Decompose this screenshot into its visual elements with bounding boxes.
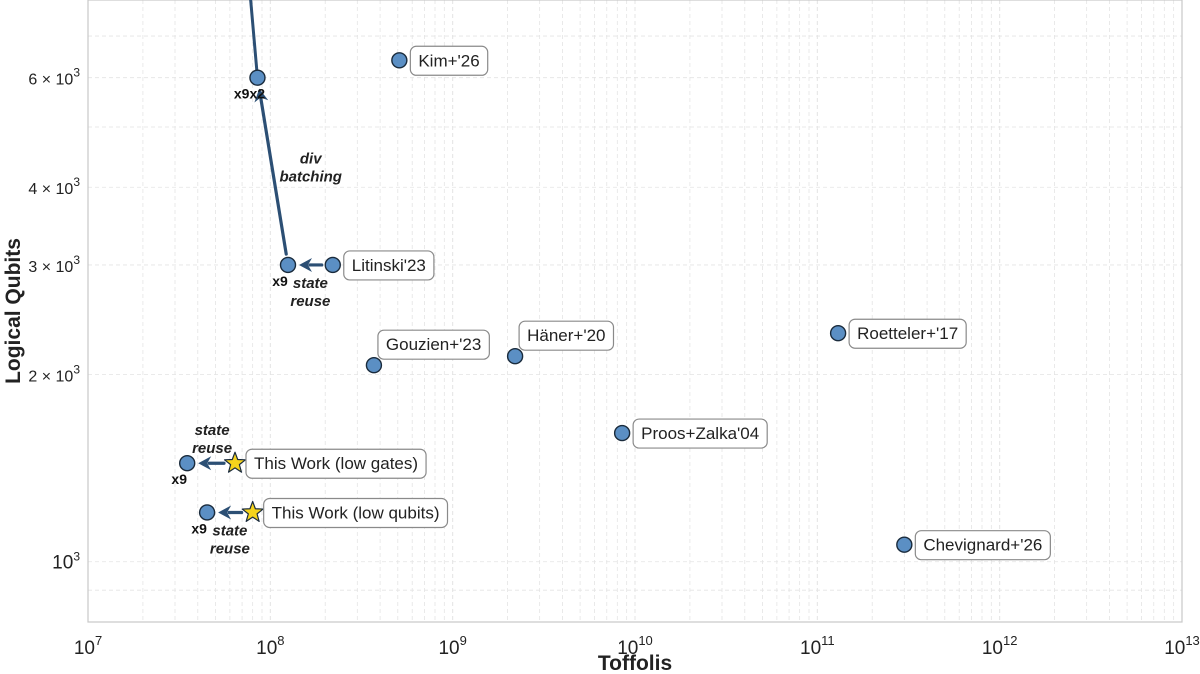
label-proos-zalka-04: Proos+Zalka'04 bbox=[632, 418, 768, 449]
label-text: Chevignard+'26 bbox=[923, 536, 1042, 555]
label-box bbox=[848, 318, 967, 349]
x-tick-label: 107 bbox=[74, 633, 102, 659]
point-litinski-x9 bbox=[279, 256, 297, 274]
annotation-litinski-state-reuse: reuse bbox=[290, 293, 330, 310]
arrow-low-qubits-state-reuse bbox=[218, 505, 244, 520]
label-box bbox=[632, 418, 768, 449]
star-this-work-low-qubits bbox=[241, 500, 264, 522]
annotation-low-gates-state-reuse: reuse bbox=[192, 440, 232, 457]
label-roetteler-17: Roetteler+'17 bbox=[848, 318, 967, 349]
label-this-work-low-gates: This Work (low gates) bbox=[245, 448, 427, 479]
points bbox=[179, 52, 913, 553]
label-box bbox=[409, 45, 489, 76]
arrow-head bbox=[299, 257, 313, 272]
label-this-work-low-qubits: This Work (low qubits) bbox=[263, 497, 449, 529]
y-tick-label: 6 × 103 bbox=[28, 66, 80, 89]
label-text: Litinski'23 bbox=[352, 256, 426, 275]
label-text: Proos+Zalka'04 bbox=[641, 424, 759, 443]
y-axis-title: Logical Qubits bbox=[2, 238, 25, 384]
point-litinski-23 bbox=[324, 256, 341, 274]
y-tick-label: 3 × 103 bbox=[28, 253, 80, 276]
label-litinski-23: Litinski'23 bbox=[343, 250, 435, 281]
arrow-litinski-state-reuse bbox=[299, 257, 324, 272]
multiplier-litinski-x9: x9 bbox=[272, 273, 288, 289]
point-kim-26 bbox=[391, 52, 408, 69]
y-tick-label: 4 × 103 bbox=[28, 175, 80, 198]
point-proos-zalka-04 bbox=[613, 424, 631, 442]
point-h-ner-20 bbox=[506, 348, 524, 365]
annotations: statereusedivbatchingstatereusestatereus… bbox=[192, 150, 342, 557]
x-tick-label: 1011 bbox=[800, 633, 835, 659]
x-axis-title: Toffolis bbox=[598, 652, 672, 674]
off-chart-line bbox=[249, 0, 259, 80]
x-tick-label: 1013 bbox=[1164, 633, 1200, 659]
point-low-qubits-x9 bbox=[198, 504, 216, 521]
annotation-low-gates-state-reuse: state bbox=[195, 422, 230, 439]
annotation-div-batching: batching bbox=[279, 168, 342, 185]
arrows bbox=[198, 0, 324, 520]
label-h-ner-20: Häner+'20 bbox=[518, 320, 615, 351]
label-text: Häner+'20 bbox=[527, 326, 605, 345]
point-roetteler-17 bbox=[829, 325, 847, 342]
x-tick-label: 1012 bbox=[982, 633, 1018, 659]
multiplier-low-gates-x9: x9 bbox=[171, 471, 187, 487]
arrow-head bbox=[218, 505, 232, 520]
label-box bbox=[377, 329, 490, 360]
annotation-litinski-state-reuse: state bbox=[293, 275, 328, 292]
arrow-low-gates-state-reuse bbox=[198, 456, 226, 471]
label-box bbox=[263, 497, 449, 529]
label-box bbox=[518, 320, 615, 351]
label-box bbox=[343, 250, 435, 281]
label-text: Roetteler+'17 bbox=[857, 324, 958, 343]
axis-ticks: 107 108 109 1010 1011 1012 1013 103 2 × 103 3 × 1… bbox=[28, 66, 1199, 659]
multiplier-litinski-x9x2: x9x2 bbox=[234, 86, 265, 102]
annotation-div-batching: div bbox=[300, 150, 323, 167]
x-tick-label: 109 bbox=[438, 633, 466, 659]
arrow-div-batching bbox=[254, 88, 288, 256]
point-chevignard-26 bbox=[896, 536, 913, 553]
multiplier-low-qubits-x9: x9 bbox=[191, 520, 207, 536]
label-box bbox=[245, 448, 427, 479]
label-text: This Work (low qubits) bbox=[272, 503, 440, 522]
x-tick-label: 1010 bbox=[617, 633, 653, 659]
arrow-head bbox=[254, 88, 269, 103]
y-tick-label: 2 × 103 bbox=[28, 362, 80, 385]
plot-frame bbox=[87, 0, 1183, 623]
star-this-work-low-gates bbox=[223, 451, 247, 473]
label-text: Kim+'26 bbox=[418, 51, 479, 70]
point-litinski-x9x2 bbox=[249, 69, 266, 86]
point-labels: Kim+'26 Litinski'23 Gouzien+'23 Häner+'20 Ro… bbox=[171, 45, 1051, 561]
label-chevignard-26: Chevignard+'26 bbox=[914, 530, 1051, 561]
label-gouzien-23: Gouzien+'23 bbox=[377, 329, 490, 360]
x-tick-label: 108 bbox=[256, 633, 284, 659]
label-text: Gouzien+'23 bbox=[386, 335, 481, 354]
annotation-low-qubits-state-reuse: reuse bbox=[210, 540, 250, 557]
label-kim-26: Kim+'26 bbox=[409, 45, 489, 76]
arrow-shaft bbox=[259, 97, 288, 256]
label-text: This Work (low gates) bbox=[254, 454, 418, 473]
point-gouzien-23 bbox=[365, 356, 383, 374]
annotation-low-qubits-state-reuse: state bbox=[212, 522, 247, 539]
y-tick-label: 103 bbox=[52, 550, 80, 574]
arrow-head bbox=[198, 456, 212, 471]
point-low-gates-x9 bbox=[179, 455, 196, 472]
label-box bbox=[914, 530, 1051, 561]
